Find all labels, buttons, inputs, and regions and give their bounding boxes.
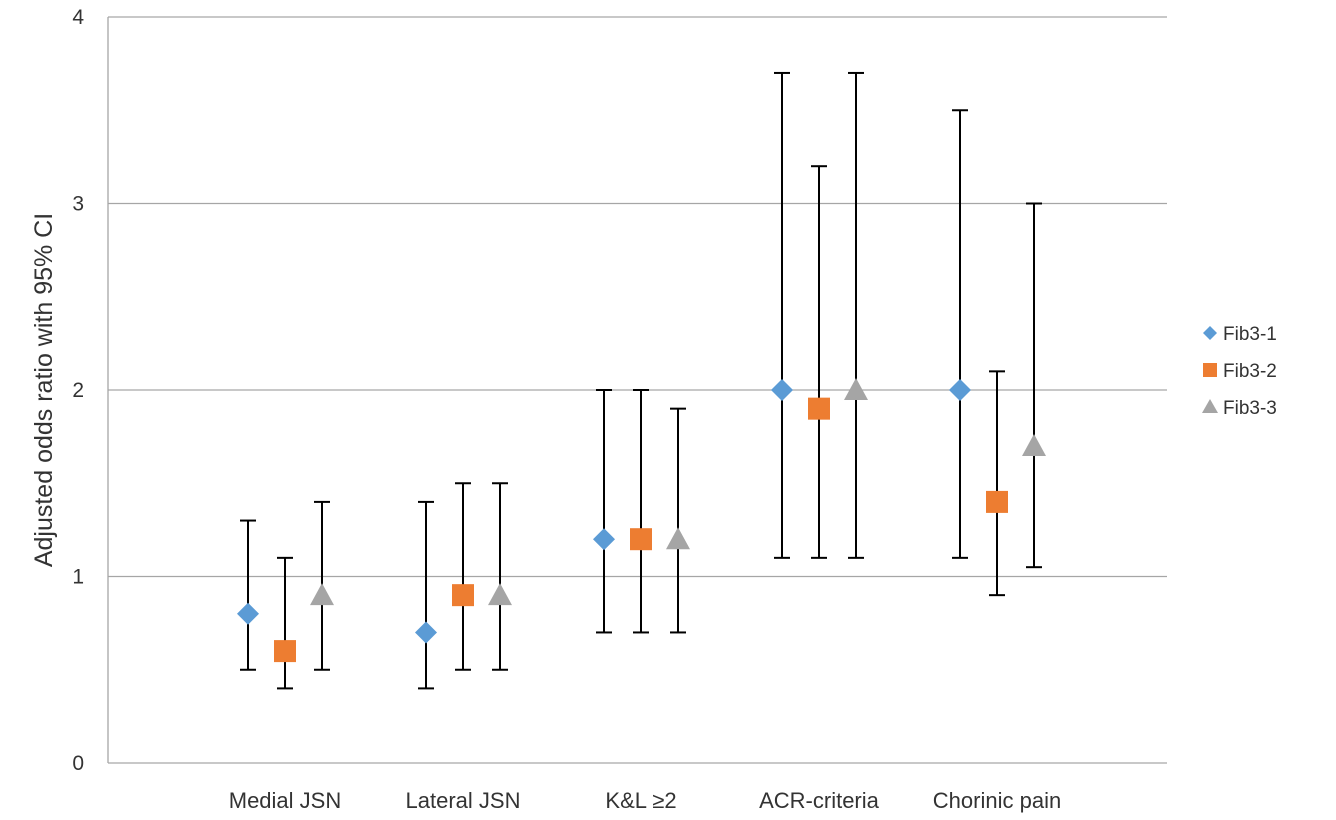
data-markers bbox=[237, 378, 1046, 663]
data-point-triangle bbox=[666, 527, 690, 550]
data-point-diamond bbox=[415, 621, 437, 644]
x-category-label: Chorinic pain bbox=[933, 788, 1061, 813]
x-category-label: K&L ≥2 bbox=[605, 788, 676, 813]
y-tick-label: 0 bbox=[72, 752, 84, 775]
data-point-diamond bbox=[949, 379, 971, 401]
gridlines bbox=[108, 16, 1167, 578]
legend-label: Fib3-3 bbox=[1223, 398, 1277, 419]
data-point-triangle bbox=[488, 583, 512, 606]
data-point-diamond bbox=[593, 528, 615, 551]
data-point-triangle bbox=[844, 378, 868, 400]
legend-label: Fib3-1 bbox=[1223, 324, 1277, 345]
x-category-label: ACR-criteria bbox=[759, 788, 880, 813]
data-point-diamond bbox=[237, 602, 259, 625]
data-point-triangle bbox=[1022, 433, 1046, 456]
y-tick-label: 1 bbox=[72, 566, 84, 589]
x-category-label: Medial JSN bbox=[229, 788, 341, 813]
data-point-triangle bbox=[310, 583, 334, 606]
data-point-square bbox=[986, 490, 1008, 513]
axis-labels: Adjusted odds ratio with 95% CI 0 1 2 3 4 Med… bbox=[30, 6, 1061, 813]
y-tick-label: 4 bbox=[72, 6, 84, 29]
y-tick-label: 2 bbox=[72, 379, 84, 402]
data-point-square bbox=[452, 584, 474, 607]
data-point-square bbox=[274, 640, 296, 663]
legend-marker bbox=[1202, 399, 1218, 413]
error-bars bbox=[240, 71, 1042, 690]
axes bbox=[107, 17, 1167, 764]
data-point-square bbox=[630, 528, 652, 551]
y-tick-label: 3 bbox=[72, 193, 84, 216]
y-axis-title: Adjusted odds ratio with 95% CI bbox=[30, 213, 58, 567]
data-point-square bbox=[808, 397, 830, 420]
legend: Fib3-1 Fib3-2 Fib3-3 bbox=[1202, 324, 1277, 419]
legend-marker bbox=[1203, 326, 1217, 340]
legend-marker bbox=[1203, 363, 1217, 377]
data-point-diamond bbox=[771, 379, 793, 401]
legend-label: Fib3-2 bbox=[1223, 361, 1277, 382]
x-category-label: Lateral JSN bbox=[406, 788, 521, 813]
